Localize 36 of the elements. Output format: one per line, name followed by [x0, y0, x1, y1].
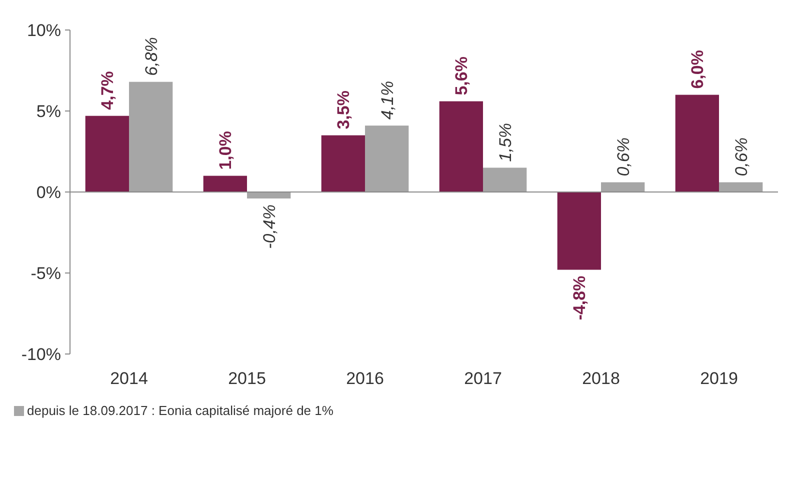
- x-tick-label: 2018: [582, 369, 620, 388]
- data-label: 3,5%: [334, 90, 354, 130]
- data-label: 5,6%: [452, 56, 472, 96]
- bar: [85, 116, 129, 192]
- data-label: -4,8%: [570, 276, 590, 320]
- bar: [129, 82, 173, 192]
- data-label: 4,7%: [98, 71, 118, 110]
- x-tick-label: 2014: [110, 369, 148, 388]
- data-label: 6,8%: [142, 37, 161, 76]
- data-label: 0,6%: [732, 138, 751, 176]
- x-tick-label: 2015: [228, 369, 266, 388]
- data-label: 0,6%: [614, 138, 633, 176]
- x-tick-label: 2017: [464, 369, 502, 388]
- x-tick-label: 2019: [700, 369, 738, 388]
- y-tick-label: 0%: [36, 182, 61, 202]
- bar: [483, 168, 527, 192]
- y-tick-label: 10%: [26, 20, 61, 40]
- y-tick-label: 5%: [36, 102, 61, 121]
- bar: [247, 192, 291, 198]
- data-label: 6,0%: [688, 50, 708, 89]
- data-label: -0,4%: [260, 204, 279, 249]
- data-label: 1,0%: [216, 131, 236, 170]
- bar: [719, 182, 763, 192]
- y-tick-label: -10%: [21, 344, 61, 364]
- bar: [557, 192, 601, 270]
- bar: [439, 101, 483, 192]
- x-tick-label: 2016: [346, 369, 384, 388]
- data-label: 4,1%: [378, 80, 397, 120]
- bar: [601, 182, 645, 192]
- bar: [321, 135, 365, 192]
- legend-label: depuis le 18.09.2017 : Eonia capitalisé majoré de 1%: [27, 403, 334, 418]
- data-label: 1,5%: [496, 122, 515, 162]
- bar: [365, 126, 409, 192]
- y-tick-label: -5%: [30, 264, 61, 283]
- bar: [203, 176, 247, 192]
- bar: [675, 94, 719, 192]
